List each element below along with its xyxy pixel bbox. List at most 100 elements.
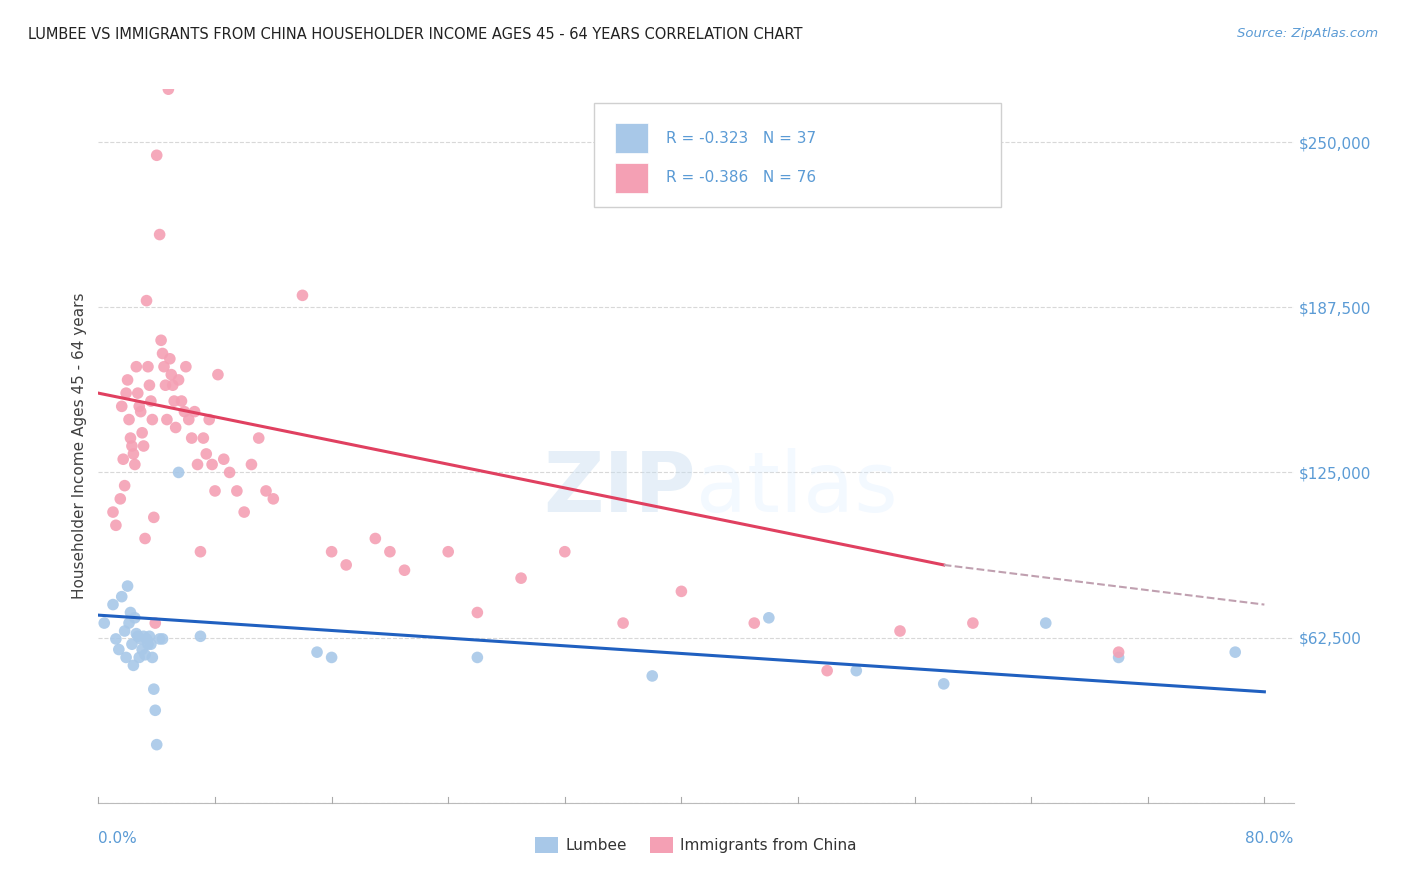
Point (139, 394, 162, 409)
Point (118, 616, 141, 631)
Legend: Lumbee, Immigrants from China: Lumbee, Immigrants from China (529, 831, 863, 859)
Point (115, 650, 138, 665)
Point (115, 386, 138, 401)
Point (134, 532, 156, 546)
Point (186, 458, 208, 472)
Point (173, 404, 195, 418)
Point (101, 505, 124, 519)
Point (145, 738, 167, 752)
Point (165, 420, 187, 434)
Point (149, 632, 172, 646)
Text: 80.0%: 80.0% (1246, 831, 1294, 847)
Point (142, 510, 165, 524)
Point (212, 452, 235, 467)
Point (141, 650, 163, 665)
Point (167, 466, 190, 480)
Point (207, 368, 229, 382)
Text: R = -0.386   N = 76: R = -0.386 N = 76 (666, 170, 817, 186)
Text: Source: ZipAtlas.com: Source: ZipAtlas.com (1237, 27, 1378, 40)
Text: ZIP: ZIP (544, 449, 696, 529)
Point (225, 483, 247, 498)
Text: 0.0%: 0.0% (98, 831, 138, 847)
Point (177, 412, 200, 426)
Point (378, 545, 401, 559)
Text: R = -0.323   N = 37: R = -0.323 N = 37 (666, 131, 817, 146)
Point (120, 431, 142, 445)
Point (612, 616, 634, 631)
Point (111, 590, 134, 604)
Point (159, 351, 181, 366)
Point (291, 288, 314, 302)
Point (150, 333, 173, 347)
Point (155, 378, 177, 392)
Point (218, 466, 240, 480)
Point (183, 404, 205, 418)
Point (104, 518, 127, 533)
Point (124, 458, 146, 472)
Point (138, 629, 160, 643)
Point (190, 545, 212, 559)
Point (142, 682, 165, 697)
Point (157, 82, 180, 96)
Point (254, 483, 277, 498)
Point (143, 616, 166, 631)
Point (131, 642, 153, 657)
Point (117, 373, 139, 387)
Point (170, 394, 193, 409)
Point (145, 148, 167, 162)
Point (156, 412, 179, 426)
Point (141, 412, 163, 426)
Point (845, 664, 868, 678)
Point (1225, 645, 1247, 659)
Point (233, 505, 256, 519)
Point (112, 452, 135, 467)
Point (125, 626, 148, 640)
Point (364, 532, 387, 546)
Point (143, 703, 166, 717)
Point (128, 650, 150, 665)
Point (122, 447, 145, 461)
Point (135, 632, 157, 646)
Point (114, 478, 136, 492)
Point (139, 637, 162, 651)
Point (467, 606, 489, 620)
Point (167, 373, 190, 387)
Point (132, 629, 155, 643)
Point (152, 346, 174, 360)
Point (153, 359, 176, 374)
Text: LUMBEE VS IMMIGRANTS FROM CHINA HOUSEHOLDER INCOME AGES 45 - 64 YEARS CORRELATIO: LUMBEE VS IMMIGRANTS FROM CHINA HOUSEHOL… (28, 27, 803, 42)
Point (190, 629, 212, 643)
Point (138, 378, 160, 392)
Point (93, 616, 115, 631)
Point (240, 458, 263, 472)
FancyBboxPatch shape (614, 162, 648, 193)
Point (932, 677, 955, 691)
Point (758, 611, 780, 625)
Point (962, 616, 984, 631)
Point (262, 491, 284, 506)
Point (149, 227, 172, 242)
Point (101, 598, 124, 612)
Point (174, 359, 197, 374)
Point (742, 616, 765, 631)
Point (129, 404, 152, 418)
Point (124, 611, 146, 625)
Point (111, 400, 134, 414)
Point (889, 624, 911, 638)
Point (110, 491, 132, 506)
Point (128, 400, 150, 414)
Point (815, 664, 838, 678)
Point (132, 439, 155, 453)
Point (129, 632, 152, 646)
Point (125, 359, 148, 374)
Point (114, 624, 136, 638)
Point (162, 378, 184, 392)
Point (180, 431, 202, 445)
Point (437, 545, 460, 559)
Point (120, 606, 142, 620)
Point (135, 293, 157, 308)
Point (554, 545, 576, 559)
Point (136, 359, 159, 374)
Point (671, 584, 693, 599)
Point (195, 447, 218, 461)
